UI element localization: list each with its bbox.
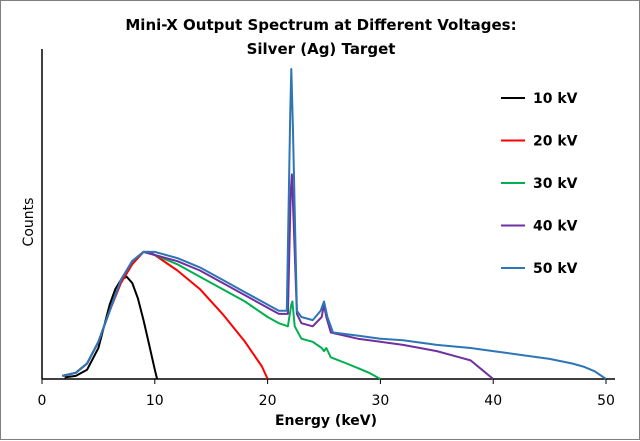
y-axis-label: Counts [21, 197, 37, 247]
series-line-30-kv [62, 250, 381, 380]
x-tick-label: 10 [146, 393, 164, 409]
x-tick-label: 20 [259, 393, 277, 409]
legend-label-20-kv: 20 kV [533, 134, 578, 150]
legend-label-50-kv: 50 kV [533, 261, 578, 277]
legend-label-30-kv: 30 kV [533, 176, 578, 192]
x-axis-label: Energy (keV) [274, 413, 377, 429]
legend-label-10-kv: 10 kV [533, 91, 578, 107]
series-line-10-kv [64, 275, 159, 380]
x-tick-label: 40 [484, 393, 502, 409]
chart-title-line-2: Silver (Ag) Target [246, 40, 396, 58]
series-line-50-kv [62, 68, 607, 380]
x-tick-label: 50 [597, 393, 615, 409]
x-tick-label: 30 [371, 393, 389, 409]
chart-title-line-1: Mini-X Output Spectrum at Different Volt… [125, 16, 517, 34]
x-tick-label: 0 [38, 393, 47, 409]
legend-label-40-kv: 40 kV [533, 219, 578, 235]
